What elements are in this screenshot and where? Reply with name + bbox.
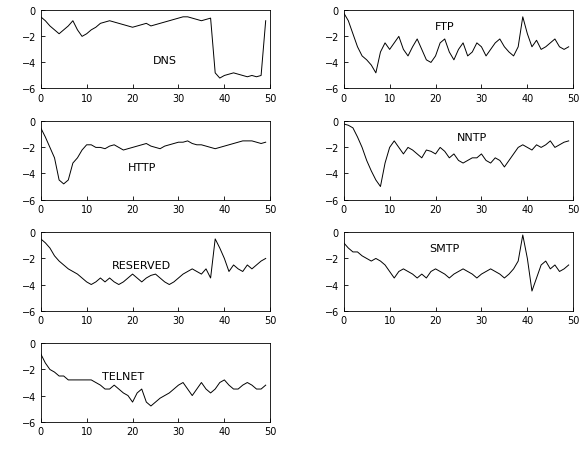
Text: NNTP: NNTP bbox=[457, 133, 487, 143]
Text: FTP: FTP bbox=[435, 22, 455, 32]
Text: SMTP: SMTP bbox=[430, 244, 460, 253]
Text: HTTP: HTTP bbox=[127, 163, 156, 173]
Text: DNS: DNS bbox=[152, 56, 177, 66]
Text: TELNET: TELNET bbox=[102, 371, 144, 381]
Text: RESERVED: RESERVED bbox=[112, 260, 171, 270]
